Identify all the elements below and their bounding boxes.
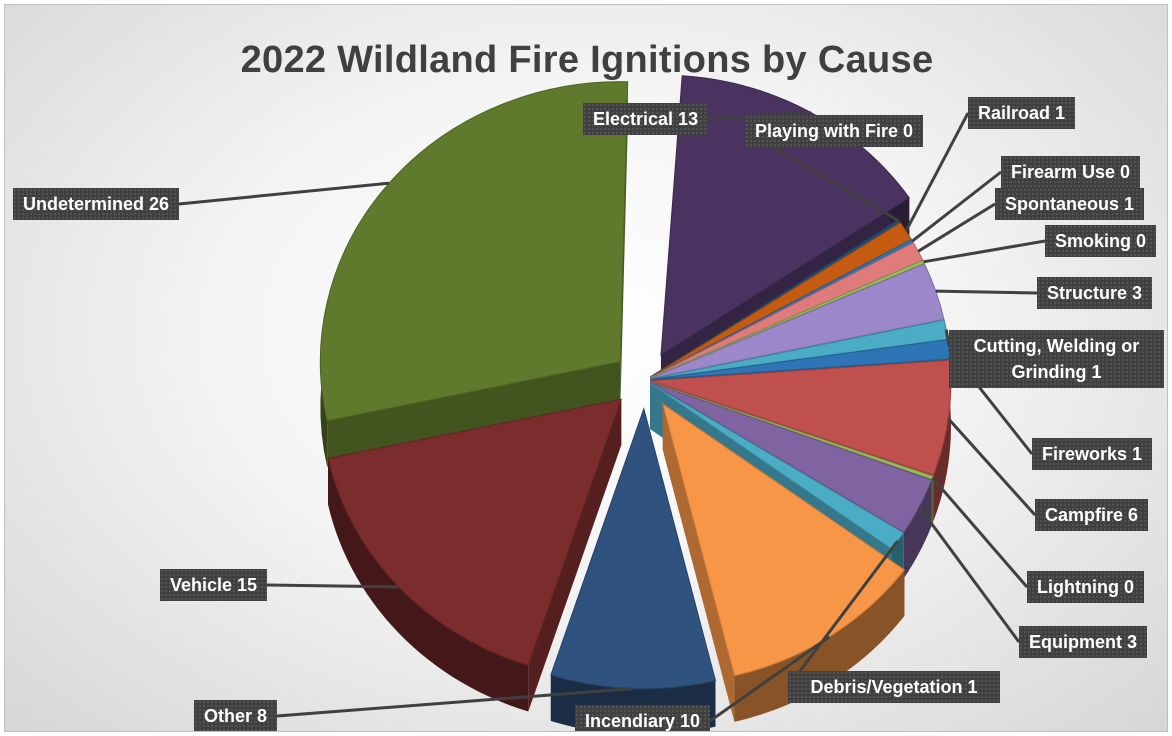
data-label-lightning: Lightning 0 <box>1027 571 1144 603</box>
chart-frame: 2022 Wildland Fire Ignitions by Cause El… <box>4 4 1168 732</box>
leader-line <box>911 170 1002 243</box>
slice-top <box>650 259 925 379</box>
pie-slice-incendiary <box>661 402 906 722</box>
leader-line <box>944 329 951 347</box>
data-label-structure: Structure 3 <box>1037 277 1153 309</box>
data-label-other: Other 8 <box>194 700 278 731</box>
leader-line <box>931 476 1029 588</box>
pie-chart <box>178 75 1046 731</box>
chart-title: 2022 Wildland Fire Ignitions by Cause <box>240 39 934 81</box>
leader-line <box>178 181 390 206</box>
data-label-cutting-welding-or-grinding: Cutting, Welding or Grinding 1 <box>949 330 1164 388</box>
slice-top <box>550 407 717 690</box>
data-label-fireworks: Fireworks 1 <box>1032 438 1153 470</box>
slice-top <box>319 81 629 422</box>
data-label-firearm-use: Firearm Use 0 <box>1001 156 1141 188</box>
data-label-railroad: Railroad 1 <box>968 97 1076 129</box>
data-label-debris-vegetation: Debris/Vegetation 1 <box>788 671 1000 703</box>
slice-wall <box>528 399 622 712</box>
leader-line <box>917 505 1021 643</box>
data-label-electrical: Electrical 13 <box>583 103 709 135</box>
data-label-vehicle: Vehicle 15 <box>160 569 268 601</box>
slice-top <box>650 381 933 533</box>
pie-slice-undetermined <box>319 81 629 467</box>
leader-line <box>923 239 1046 264</box>
slice-rim <box>903 479 932 579</box>
slice-rim <box>933 360 951 522</box>
data-label-undetermined: Undetermined 26 <box>13 188 180 220</box>
data-label-equipment: Equipment 3 <box>1019 626 1148 658</box>
slice-wall <box>662 403 735 722</box>
leader-line <box>904 112 970 232</box>
leader-line <box>266 583 399 589</box>
data-label-campfire: Campfire 6 <box>1035 499 1149 531</box>
leader-line <box>935 289 1038 295</box>
data-label-playing-with-fire: Playing with Fire 0 <box>745 115 924 147</box>
data-label-smoking: Smoking 0 <box>1045 225 1157 257</box>
slice-rim <box>931 476 934 526</box>
slice-top <box>650 263 945 379</box>
slice-rim <box>328 458 529 712</box>
leader-line <box>786 540 899 688</box>
leader-line <box>947 417 1037 517</box>
data-label-spontaneous: Spontaneous 1 <box>995 188 1145 220</box>
leader-line <box>709 635 831 723</box>
slice-wall <box>327 361 621 467</box>
data-label-incendiary: Incendiary 10 <box>575 705 711 731</box>
leader-line <box>917 202 996 253</box>
leader-line <box>276 687 633 718</box>
